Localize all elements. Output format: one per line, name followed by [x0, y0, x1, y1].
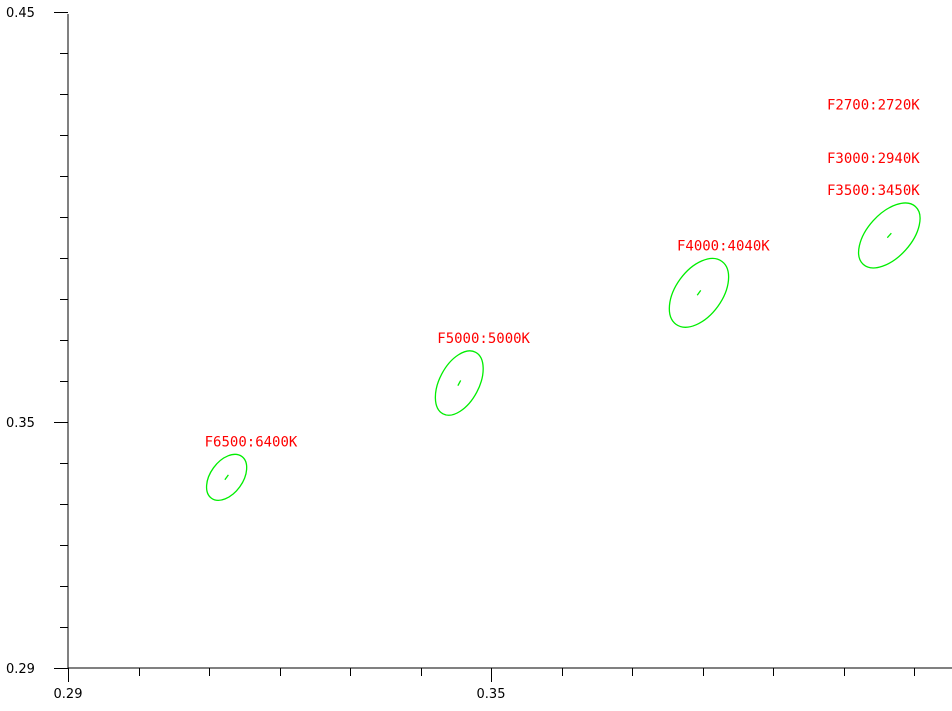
x-tick-label: 0.35: [477, 687, 506, 702]
ellipse-label: F3000:2940K: [827, 151, 920, 167]
macadam-ellipse: [205, 453, 248, 501]
ticks: 0.290.350.450.450.350.29: [6, 6, 915, 702]
ellipse-label: F2700:2720K: [827, 97, 920, 113]
ellipses: F6500:6400K F5000:5000K F4000:4040K F3500:3…: [205, 97, 921, 501]
ellipse-label: F6500:6400K: [205, 434, 298, 450]
macadam-ellipse-group: [857, 202, 921, 269]
ellipse-center-mark: [457, 380, 462, 387]
macadam-ellipse: [668, 257, 730, 328]
ellipse-label: F5000:5000K: [437, 331, 530, 347]
ellipse-label: F3500:3450K: [827, 183, 920, 199]
ellipse-center-mark: [696, 290, 702, 296]
macadam-ellipse-group: [205, 453, 248, 501]
y-tick-label: 0.45: [6, 6, 35, 21]
ellipse-center-mark: [224, 474, 229, 481]
y-tick-label: 0.29: [6, 662, 35, 677]
ellipse-label: F4000:4040K: [677, 238, 770, 254]
macadam-ellipse: [434, 350, 484, 416]
macadam-ellipse-group: [434, 350, 484, 416]
x-tick-label: 0.29: [54, 687, 83, 702]
macadam-ellipse: [857, 202, 921, 269]
macadam-ellipse-group: [668, 257, 730, 328]
ellipse-center-mark: [886, 232, 892, 239]
y-tick-label: 0.35: [6, 416, 35, 431]
